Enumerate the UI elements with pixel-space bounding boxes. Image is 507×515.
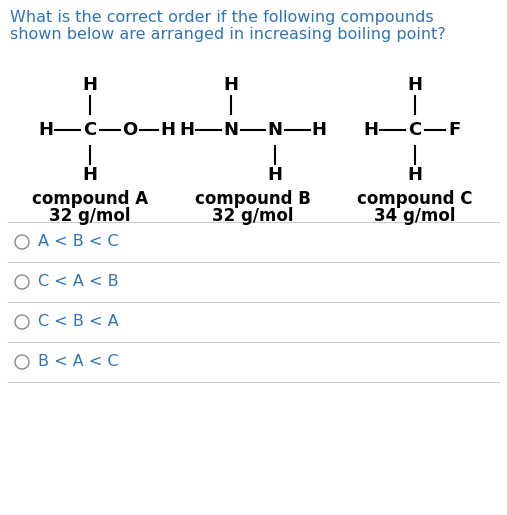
Text: H: H [83, 166, 97, 184]
Text: 32 g/mol: 32 g/mol [49, 207, 131, 225]
Text: H: H [39, 121, 54, 139]
Text: C < B < A: C < B < A [38, 315, 119, 330]
Text: compound C: compound C [357, 190, 473, 208]
Text: H: H [224, 76, 238, 94]
Text: H: H [408, 76, 422, 94]
Text: N: N [224, 121, 238, 139]
Text: compound A: compound A [32, 190, 148, 208]
Text: N: N [268, 121, 282, 139]
Text: F: F [449, 121, 461, 139]
Text: What is the correct order if the following compounds: What is the correct order if the followi… [10, 10, 433, 25]
Text: H: H [179, 121, 195, 139]
Text: C: C [83, 121, 97, 139]
Text: H: H [408, 166, 422, 184]
Text: B < A < C: B < A < C [38, 354, 119, 369]
Text: C: C [408, 121, 422, 139]
Text: H: H [83, 76, 97, 94]
Text: 32 g/mol: 32 g/mol [212, 207, 294, 225]
Text: H: H [268, 166, 282, 184]
Text: H: H [311, 121, 327, 139]
Text: H: H [161, 121, 175, 139]
Text: A < B < C: A < B < C [38, 234, 119, 249]
Text: C < A < B: C < A < B [38, 274, 119, 289]
Text: O: O [122, 121, 137, 139]
Text: shown below are arranged in increasing boiling point?: shown below are arranged in increasing b… [10, 27, 446, 42]
Text: compound B: compound B [195, 190, 311, 208]
Text: 34 g/mol: 34 g/mol [374, 207, 456, 225]
Text: H: H [364, 121, 379, 139]
